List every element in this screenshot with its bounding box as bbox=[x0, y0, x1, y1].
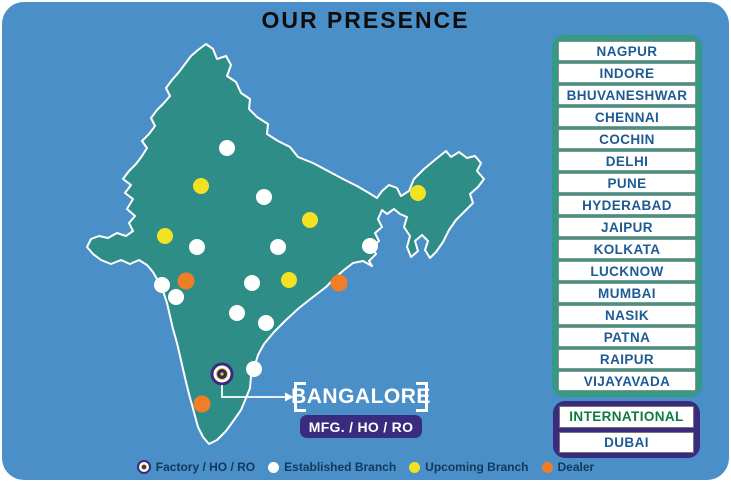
upcoming-branch-marker bbox=[157, 228, 173, 244]
city-row: RAIPUR bbox=[558, 349, 696, 369]
city-row: DELHI bbox=[558, 151, 696, 171]
city-row: KOLKATA bbox=[558, 239, 696, 259]
city-row: MUMBAI bbox=[558, 283, 696, 303]
city-row: COCHIN bbox=[558, 129, 696, 149]
upcoming-branch-marker bbox=[410, 185, 426, 201]
legend-item: Established Branch bbox=[268, 460, 396, 474]
dealer-branch-marker bbox=[193, 395, 211, 413]
city-row: JAIPUR bbox=[558, 217, 696, 237]
bangalore-callout-label: BANGALORE bbox=[291, 382, 430, 412]
city-row: VIJAYAVADA bbox=[558, 371, 696, 391]
india-landmass bbox=[86, 43, 485, 445]
legend-label: Dealer bbox=[557, 460, 595, 474]
dealer-dot-icon bbox=[541, 461, 553, 473]
established-branch-marker bbox=[154, 277, 170, 293]
legend: Factory / HO / RO Established Branch Upcom… bbox=[0, 458, 731, 476]
established-branch-marker bbox=[229, 305, 245, 321]
established-branch-marker bbox=[362, 238, 378, 254]
city-row: INDORE bbox=[558, 63, 696, 83]
established-branch-marker bbox=[256, 189, 272, 205]
city-row: NAGPUR bbox=[558, 41, 696, 61]
city-list: NAGPUR INDORE BHUVANESHWAR CHENNAI COCHIN DEL… bbox=[552, 35, 702, 397]
arrow-right-icon bbox=[285, 392, 294, 402]
legend-item: Factory / HO / RO bbox=[136, 460, 256, 474]
page-title: OUR PRESENCE bbox=[261, 7, 470, 33]
city-row: HYDERABAD bbox=[558, 195, 696, 215]
legend-label: Upcoming Branch bbox=[425, 460, 529, 474]
established-branch-marker bbox=[189, 239, 205, 255]
established-branch-marker bbox=[168, 289, 184, 305]
legend-item: Upcoming Branch bbox=[409, 460, 529, 474]
upcoming-branch-marker bbox=[193, 178, 209, 194]
factory-core-icon bbox=[140, 464, 147, 470]
factory-marker-icon bbox=[136, 460, 151, 474]
established-branch-marker bbox=[219, 140, 235, 156]
upcoming-branch-marker bbox=[302, 212, 318, 228]
established-dot-icon bbox=[268, 461, 280, 473]
legend-item: Dealer bbox=[541, 460, 595, 474]
city-row: PATNA bbox=[558, 327, 696, 347]
bangalore-callout-connector bbox=[221, 385, 294, 402]
dealer-branch-marker bbox=[177, 272, 195, 290]
established-branch-marker bbox=[246, 361, 262, 377]
established-branch-marker bbox=[244, 275, 260, 291]
international-panel: INTERNATIONAL DUBAI bbox=[553, 401, 700, 458]
legend-label: Established Branch bbox=[284, 460, 397, 474]
international-header: INTERNATIONAL bbox=[559, 406, 694, 428]
city-row: BHUVANESHWAR bbox=[558, 85, 696, 105]
bangalore-roles-badge: MFG. / HO / RO bbox=[300, 415, 422, 438]
established-branch-marker bbox=[258, 315, 274, 331]
international-city: DUBAI bbox=[559, 431, 694, 453]
city-row: LUCKNOW bbox=[558, 261, 696, 281]
city-row: CHENNAI bbox=[558, 107, 696, 127]
city-row: PUNE bbox=[558, 173, 696, 193]
factory-ho-ro-marker bbox=[210, 362, 234, 386]
upcoming-branch-marker bbox=[281, 272, 297, 288]
city-row: NASIK bbox=[558, 305, 696, 325]
established-branch-marker bbox=[270, 239, 286, 255]
dealer-branch-marker bbox=[330, 274, 348, 292]
branch-markers-layer bbox=[154, 140, 426, 413]
upcoming-dot-icon bbox=[409, 461, 421, 473]
legend-label: Factory / HO / RO bbox=[155, 460, 256, 474]
